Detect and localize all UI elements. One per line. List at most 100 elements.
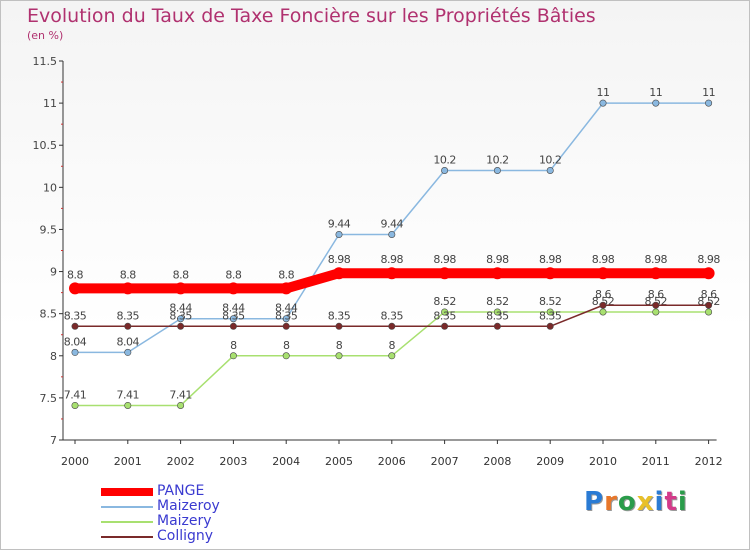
data-point	[229, 315, 237, 323]
data-label: 8.44	[169, 302, 192, 315]
data-label: 8.35	[169, 309, 192, 322]
data-point	[649, 267, 662, 280]
data-point	[705, 301, 713, 309]
data-label: 8.98	[645, 253, 668, 266]
x-tick-label: 2007	[431, 455, 459, 468]
data-point	[177, 401, 185, 409]
data-point	[705, 99, 713, 107]
data-point	[491, 267, 504, 280]
data-point	[546, 308, 554, 316]
data-label: 8.98	[433, 253, 456, 266]
data-label: 8.98	[328, 253, 351, 266]
data-point	[599, 301, 607, 309]
legend-label-colligny: Colligny	[157, 528, 214, 544]
x-tick-label: 2012	[695, 455, 723, 468]
data-point	[441, 308, 449, 316]
chart-subtitle: (en %)	[27, 29, 64, 42]
x-tick-label: 2005	[325, 455, 353, 468]
data-label: 8.8	[173, 268, 189, 281]
data-point	[385, 267, 398, 280]
data-point	[544, 267, 557, 280]
data-label: 10.2	[433, 153, 456, 166]
y-tick-label: 10.5	[33, 139, 58, 152]
data-point	[493, 166, 501, 174]
logo-letter: P	[584, 487, 605, 517]
y-tick-label: 11	[43, 97, 57, 110]
legend-swatch-maizeroy	[101, 506, 153, 508]
data-label: 8.6	[595, 288, 611, 301]
legend-swatch-colligny	[101, 536, 153, 538]
logo-letter: i	[654, 487, 665, 517]
data-point	[441, 166, 449, 174]
data-label: 8.04	[117, 335, 140, 348]
data-point	[493, 322, 501, 330]
data-point	[177, 322, 185, 330]
x-tick-label: 2003	[219, 455, 247, 468]
logo-letter: t	[664, 487, 678, 517]
data-point	[124, 348, 132, 356]
data-label: 8.04	[64, 335, 87, 348]
data-label: 8.8	[120, 268, 136, 281]
data-point	[493, 308, 501, 316]
data-point	[335, 322, 343, 330]
data-label: 9.44	[328, 217, 351, 230]
x-tick-label: 2011	[642, 455, 670, 468]
data-point	[388, 352, 396, 360]
proxiti-logo: Proxiti	[584, 487, 688, 517]
data-label: 8.35	[433, 309, 456, 322]
data-label: 8.52	[539, 295, 562, 308]
data-point	[229, 352, 237, 360]
legend-label-maizeroy: Maizeroy	[157, 498, 220, 514]
x-tick-label: 2004	[272, 455, 300, 468]
data-point	[174, 282, 187, 295]
data-label: 8.52	[486, 295, 509, 308]
y-tick-label: 7	[50, 434, 57, 447]
data-point	[282, 322, 290, 330]
x-tick-label: 2001	[114, 455, 142, 468]
data-label: 8.98	[697, 253, 720, 266]
data-point	[121, 282, 134, 295]
data-label: 8.98	[539, 253, 562, 266]
data-label: 8.8	[67, 268, 83, 281]
data-point	[177, 315, 185, 323]
data-label: 11	[597, 86, 610, 99]
legend-swatch-maizery	[101, 521, 153, 523]
data-point	[335, 230, 343, 238]
data-point	[124, 401, 132, 409]
data-label: 8.44	[275, 302, 298, 315]
y-tick-label: 8.5	[40, 308, 58, 321]
data-label: 8.6	[648, 288, 664, 301]
y-tick-label: 8	[50, 350, 57, 363]
data-point	[71, 401, 79, 409]
data-point	[546, 166, 554, 174]
legend-label-pange: PANGE	[157, 483, 205, 499]
data-label: 8.35	[222, 309, 245, 322]
data-label: 10.2	[539, 153, 562, 166]
data-point	[335, 352, 343, 360]
data-label: 11	[649, 86, 662, 99]
legend-swatch-pange	[101, 488, 153, 496]
data-label: 8.35	[117, 309, 140, 322]
data-label: 8.98	[486, 253, 509, 266]
data-label: 8.35	[275, 309, 298, 322]
x-tick-label: 2010	[589, 455, 617, 468]
data-label: 8	[389, 339, 396, 352]
data-label: 11	[702, 86, 715, 99]
y-tick-label: 9.5	[40, 223, 58, 236]
data-point	[599, 99, 607, 107]
data-label: 7.41	[117, 388, 140, 401]
y-tick-label: 7.5	[40, 392, 58, 405]
y-tick-label: 9	[50, 266, 57, 279]
data-point	[652, 308, 660, 316]
data-point	[388, 230, 396, 238]
data-point	[71, 348, 79, 356]
data-point	[705, 308, 713, 316]
data-point	[438, 267, 451, 280]
y-tick-label: 10	[43, 181, 57, 194]
data-label: 9.44	[381, 217, 404, 230]
data-point	[71, 322, 79, 330]
data-label: 8.98	[381, 253, 404, 266]
x-tick-label: 2006	[378, 455, 406, 468]
